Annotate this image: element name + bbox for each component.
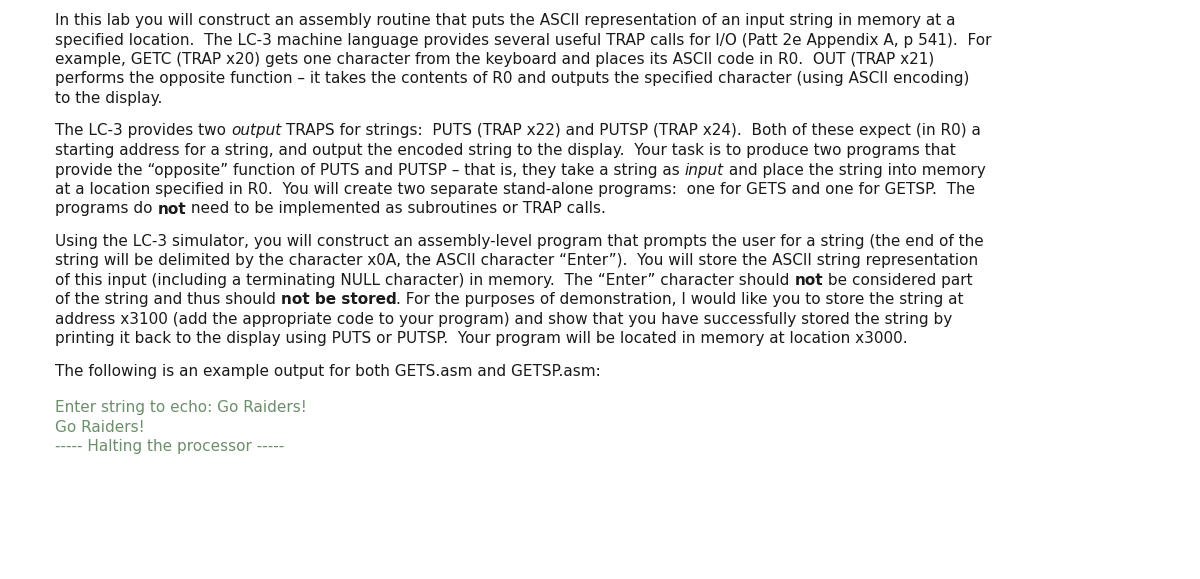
Text: The LC-3 provides two: The LC-3 provides two bbox=[55, 123, 230, 138]
Text: starting address for a string, and output the encoded string to the display.  Yo: starting address for a string, and outpu… bbox=[55, 143, 955, 158]
Text: of the string and thus should: of the string and thus should bbox=[55, 292, 281, 307]
Text: provide the “opposite” function of PUTS and PUTSP – that is, they take a string : provide the “opposite” function of PUTS … bbox=[55, 163, 685, 178]
Text: need to be implemented as subroutines or TRAP calls.: need to be implemented as subroutines or… bbox=[186, 201, 606, 217]
Text: of this input (including a terminating NULL character) in memory.  The “Enter” c: of this input (including a terminating N… bbox=[55, 273, 794, 288]
Text: input: input bbox=[685, 163, 724, 178]
Text: string will be delimited by the character x0A, the ASCII character “Enter”).  Yo: string will be delimited by the characte… bbox=[55, 254, 978, 269]
Text: . For the purposes of demonstration, I would like you to store the string at: . For the purposes of demonstration, I w… bbox=[396, 292, 964, 307]
Text: at a location specified in R0.  You will create two separate stand-alone program: at a location specified in R0. You will … bbox=[55, 182, 976, 197]
Text: The following is an example output for both GETS.asm and GETSP.asm:: The following is an example output for b… bbox=[55, 364, 601, 379]
Text: Using the LC-3 simulator, you will construct an assembly-level program that prom: Using the LC-3 simulator, you will const… bbox=[55, 234, 984, 249]
Text: and place the string into memory: and place the string into memory bbox=[724, 163, 985, 178]
Text: specified location.  The LC-3 machine language provides several useful TRAP call: specified location. The LC-3 machine lan… bbox=[55, 32, 991, 47]
Text: Enter string to echo: Go Raiders!: Enter string to echo: Go Raiders! bbox=[55, 401, 307, 415]
Text: TRAPS for strings:  PUTS (TRAP x22) and PUTSP (TRAP x24).  Both of these expect : TRAPS for strings: PUTS (TRAP x22) and P… bbox=[281, 123, 982, 138]
Text: be considered part: be considered part bbox=[823, 273, 972, 288]
Text: In this lab you will construct an assembly routine that puts the ASCII represent: In this lab you will construct an assemb… bbox=[55, 13, 955, 28]
Text: not: not bbox=[157, 201, 186, 217]
Text: programs do: programs do bbox=[55, 201, 157, 217]
Text: ----- Halting the processor -----: ----- Halting the processor ----- bbox=[55, 439, 284, 455]
Text: address x3100 (add the appropriate code to your program) and show that you have : address x3100 (add the appropriate code … bbox=[55, 312, 953, 327]
Text: to the display.: to the display. bbox=[55, 91, 162, 106]
Text: output: output bbox=[230, 123, 281, 138]
Text: Go Raiders!: Go Raiders! bbox=[55, 420, 145, 435]
Text: example, GETC (TRAP x20) gets one character from the keyboard and places its ASC: example, GETC (TRAP x20) gets one charac… bbox=[55, 52, 935, 67]
Text: not be stored: not be stored bbox=[281, 292, 396, 307]
Text: not: not bbox=[794, 273, 823, 288]
Text: printing it back to the display using PUTS or PUTSP.  Your program will be locat: printing it back to the display using PU… bbox=[55, 332, 907, 346]
Text: performs the opposite function – it takes the contents of R0 and outputs the spe: performs the opposite function – it take… bbox=[55, 71, 970, 86]
